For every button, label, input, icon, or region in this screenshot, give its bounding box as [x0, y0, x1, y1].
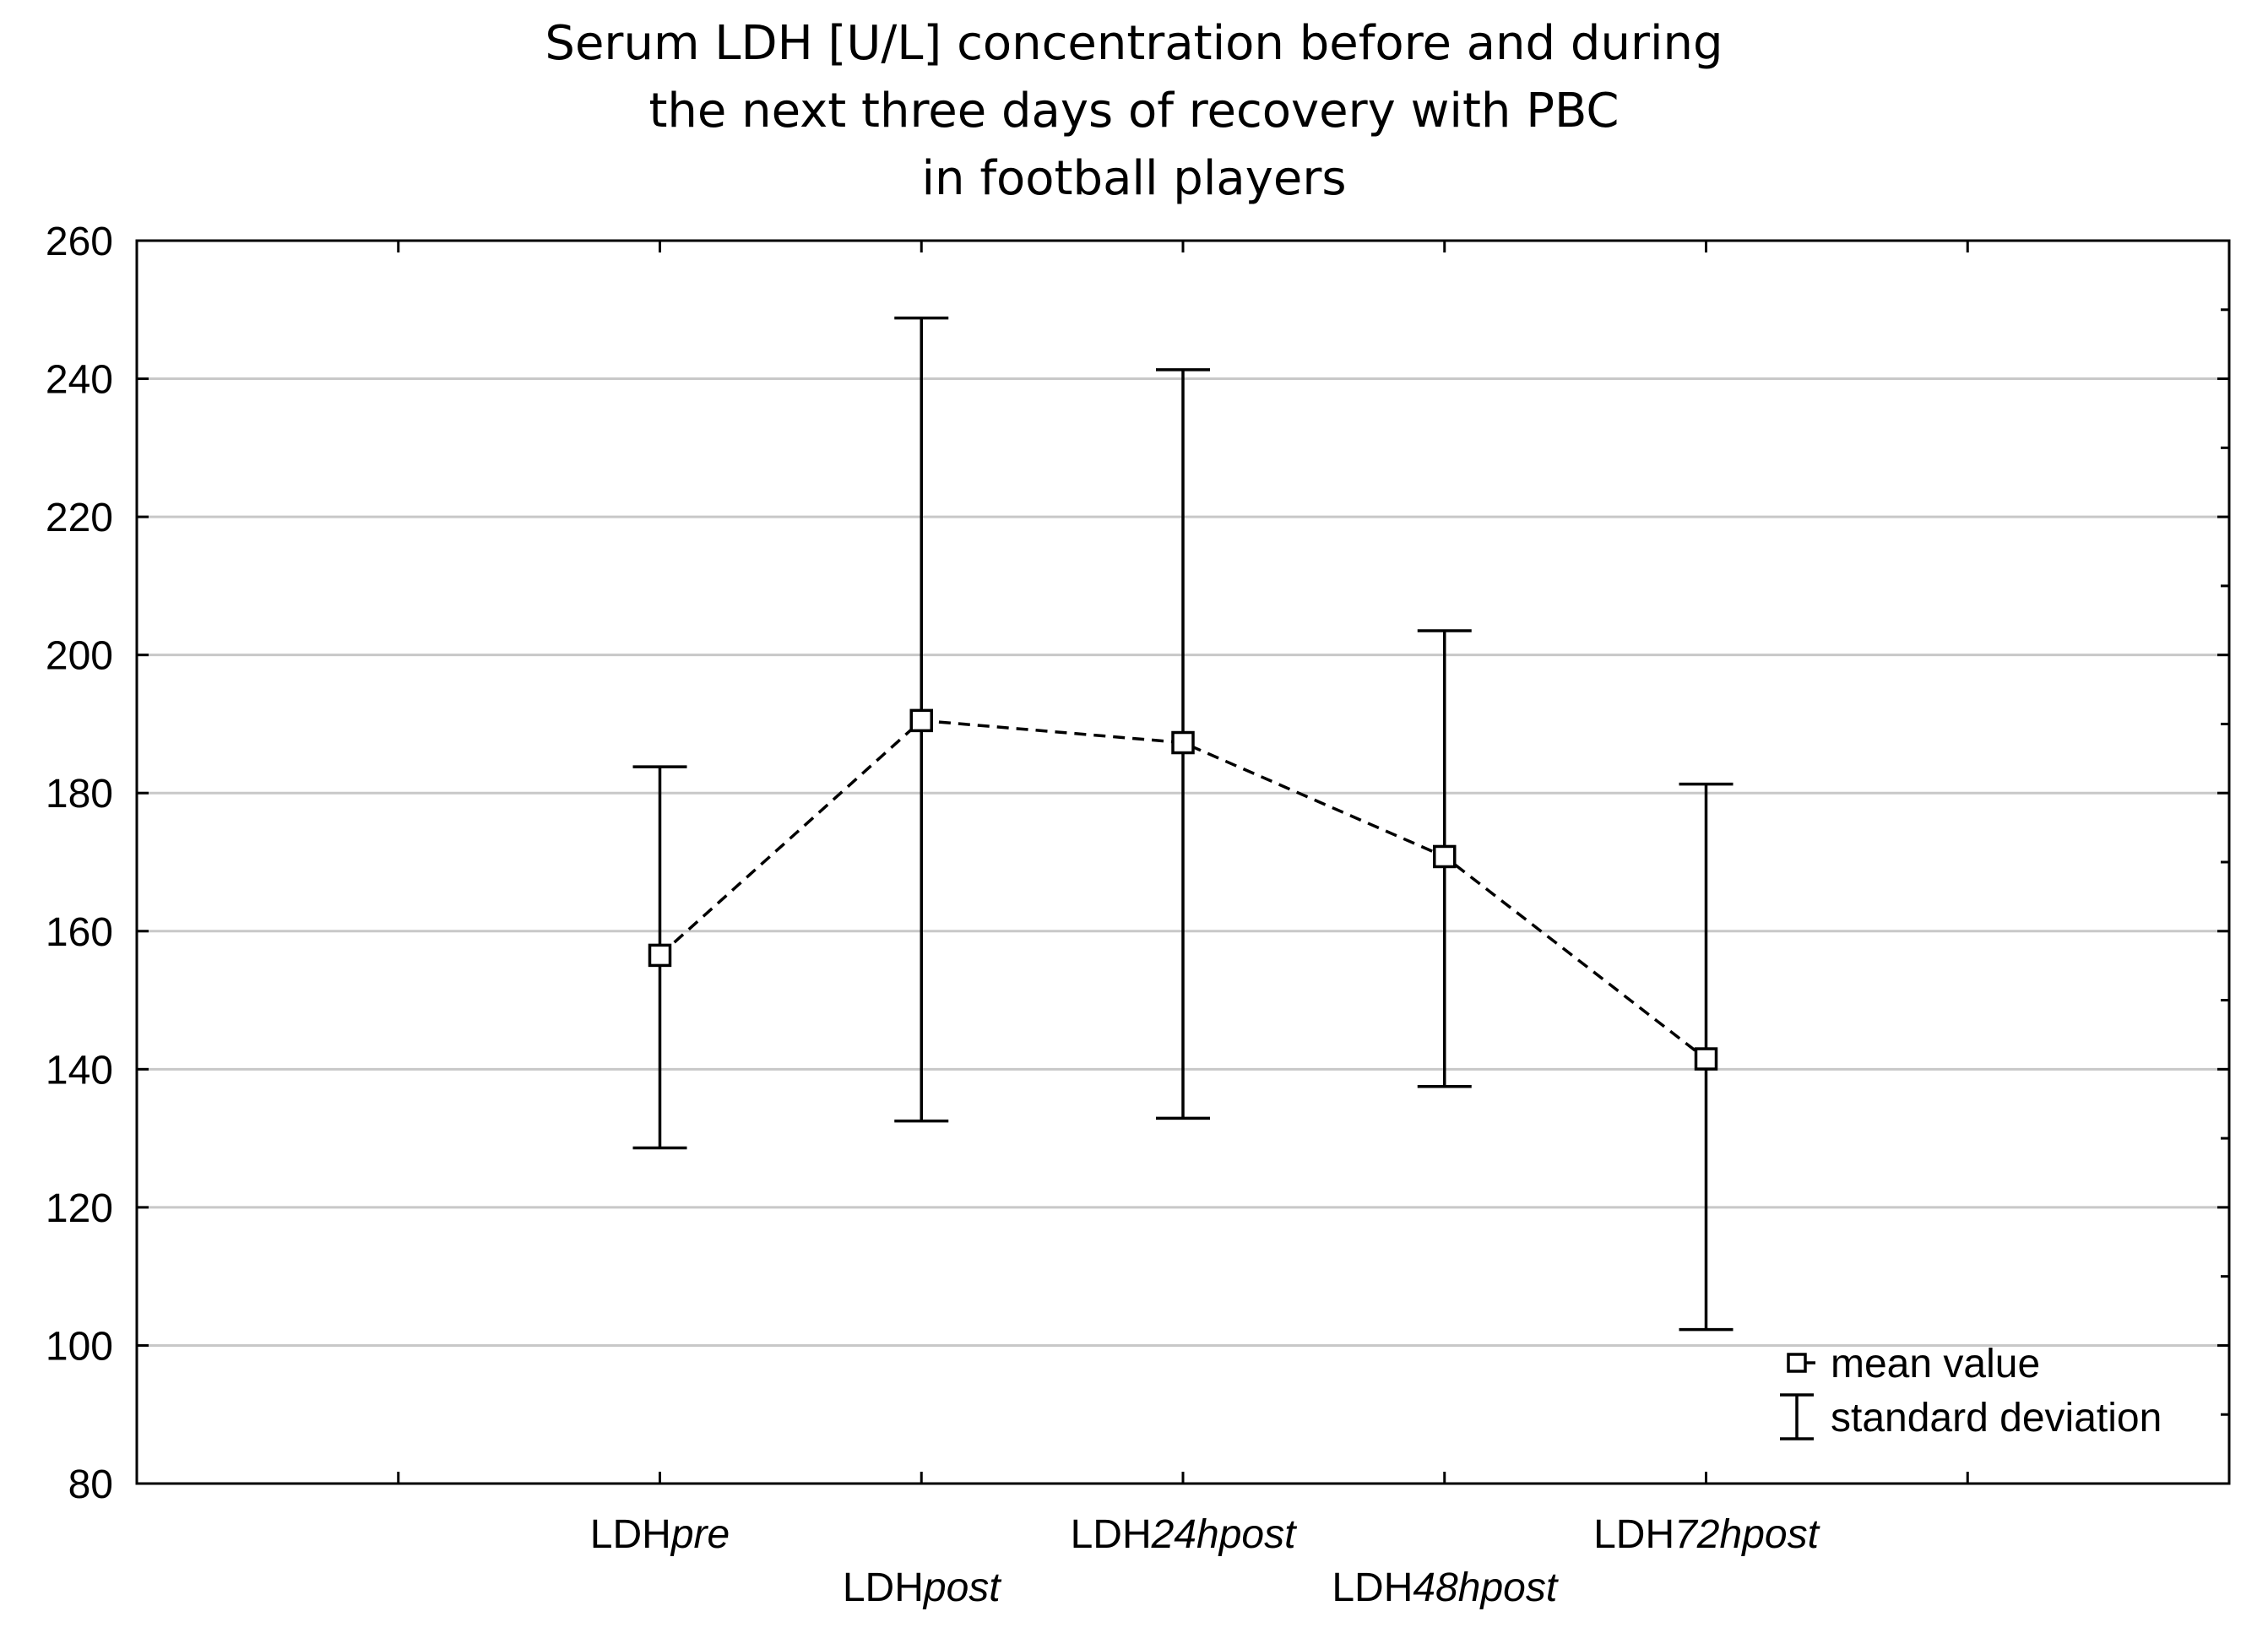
x-tick-label-prefix: LDH: [590, 1512, 671, 1557]
y-tick-label: 80: [68, 1462, 113, 1507]
x-tick-label-prefix: LDH: [1332, 1565, 1413, 1610]
legend-label-sd: standard deviation: [1831, 1396, 2162, 1440]
series-layer: [632, 316, 1734, 1332]
y-tick-label: 100: [46, 1324, 113, 1369]
mean-marker-2: [1171, 730, 1195, 755]
x-tick-label-suffix: 24hpost: [1151, 1512, 1297, 1557]
x-tick-label-pre: LDHpre: [590, 1512, 730, 1557]
mean-marker-1: [909, 708, 933, 733]
legend-label-mean: mean value: [1831, 1342, 2040, 1386]
x-tick-label-suffix: post: [922, 1565, 1001, 1610]
x-tick-label-prefix: LDH: [843, 1565, 924, 1610]
x-tick-labels: LDHpreLDHpostLDH24hpostLDH48hpostLDH72hp…: [590, 1512, 1820, 1610]
x-tick-label-prefix: LDH: [1593, 1512, 1674, 1557]
y-tick-label: 260: [46, 220, 113, 264]
x-tick-label-72hpost: LDH72hpost: [1593, 1512, 1820, 1557]
chart-title-line-1: Serum LDH [U/L] concentration before and…: [545, 16, 1723, 71]
y-tick-label: 160: [46, 910, 113, 955]
x-tick-label-48hpost: LDH48hpost: [1332, 1565, 1559, 1610]
mean-line-series-0: [659, 719, 1707, 1061]
mean-marker-0: [648, 943, 672, 968]
y-tick-label: 200: [46, 634, 113, 679]
y-tick-label: 180: [46, 772, 113, 816]
x-tick-label-post: LDHpost: [843, 1565, 1001, 1610]
x-tick-label-24hpost: LDH24hpost: [1071, 1512, 1298, 1557]
y-tick-label: 220: [46, 496, 113, 540]
mean-marker-3: [1433, 844, 1457, 869]
axes: [135, 239, 2231, 1485]
x-tick-label-suffix: 72hpost: [1674, 1512, 1820, 1557]
y-tick-label: 240: [46, 358, 113, 403]
y-tick-label: 140: [46, 1048, 113, 1093]
legend: mean value standard deviation: [1780, 1342, 2162, 1440]
chart-title-line-2: the next three days of recovery with PBC: [648, 84, 1619, 138]
x-tick-label-suffix: pre: [670, 1512, 730, 1557]
chart-title: Serum LDH [U/L] concentration before and…: [545, 16, 1723, 206]
chart-title-line-3: in football players: [921, 151, 1346, 206]
mean-marker-4: [1694, 1047, 1718, 1071]
x-tick-label-prefix: LDH: [1071, 1512, 1152, 1557]
legend-mean-marker: [1787, 1353, 1807, 1373]
y-tick-label: 120: [46, 1186, 113, 1231]
x-tick-label-suffix: 48hpost: [1413, 1565, 1558, 1610]
y-tick-labels: 80 100 120 140 160 180 200 220 240 260: [46, 220, 113, 1507]
